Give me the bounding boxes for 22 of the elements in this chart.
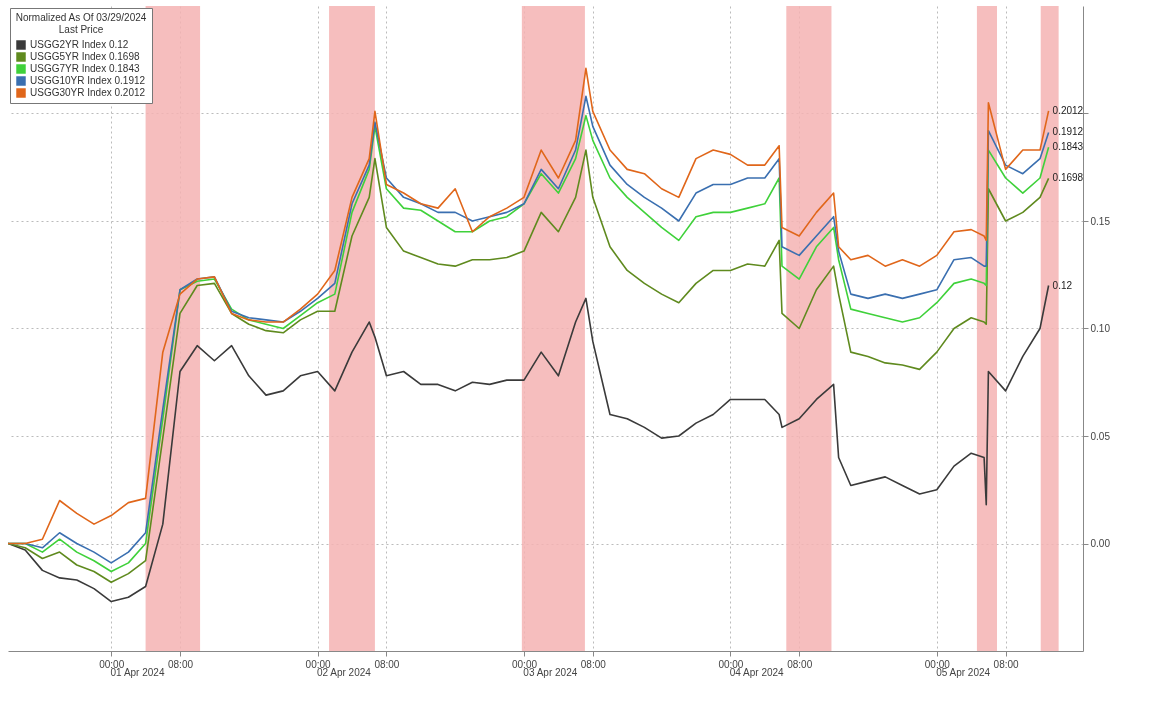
legend-label: USGG5YR Index 0.1698 [30, 51, 140, 62]
x-tick-label: 08:00 [374, 658, 400, 670]
legend-label: USGG7YR Index 0.1843 [30, 63, 140, 74]
legend-label: USGG2YR Index 0.12 [30, 39, 129, 50]
x-tick-label: 00:00 [511, 658, 538, 670]
x-tick-label: 08:00 [993, 658, 1020, 670]
data-label: 0.1843 [1052, 141, 1084, 153]
legend-title: Normalized As Of 03/29/2024 Last Price [15, 12, 147, 35]
y-tick-label: 0.15 [1090, 215, 1111, 227]
legend-label: USGG30YR Index 0.2012 [30, 87, 146, 98]
legend-label: USGG10YR Index 0.1912 [30, 75, 146, 86]
y-tick-label: 0.05 [1090, 430, 1111, 442]
y-tick-label: 0.00 [1090, 538, 1111, 549]
data-label: 0.1698 [1052, 172, 1084, 184]
data-label: 0.1912 [1052, 126, 1084, 138]
x-tick-label: 08:00 [787, 658, 813, 670]
x-tick-label: 08:00 [580, 658, 607, 670]
data-label: 0.12 [1052, 279, 1073, 291]
y-tick-label: 0.10 [1090, 323, 1111, 334]
line-series [8, 284, 1050, 603]
data-label: 0.2012 [1052, 104, 1084, 116]
x-tick-label: 08:00 [167, 658, 194, 670]
